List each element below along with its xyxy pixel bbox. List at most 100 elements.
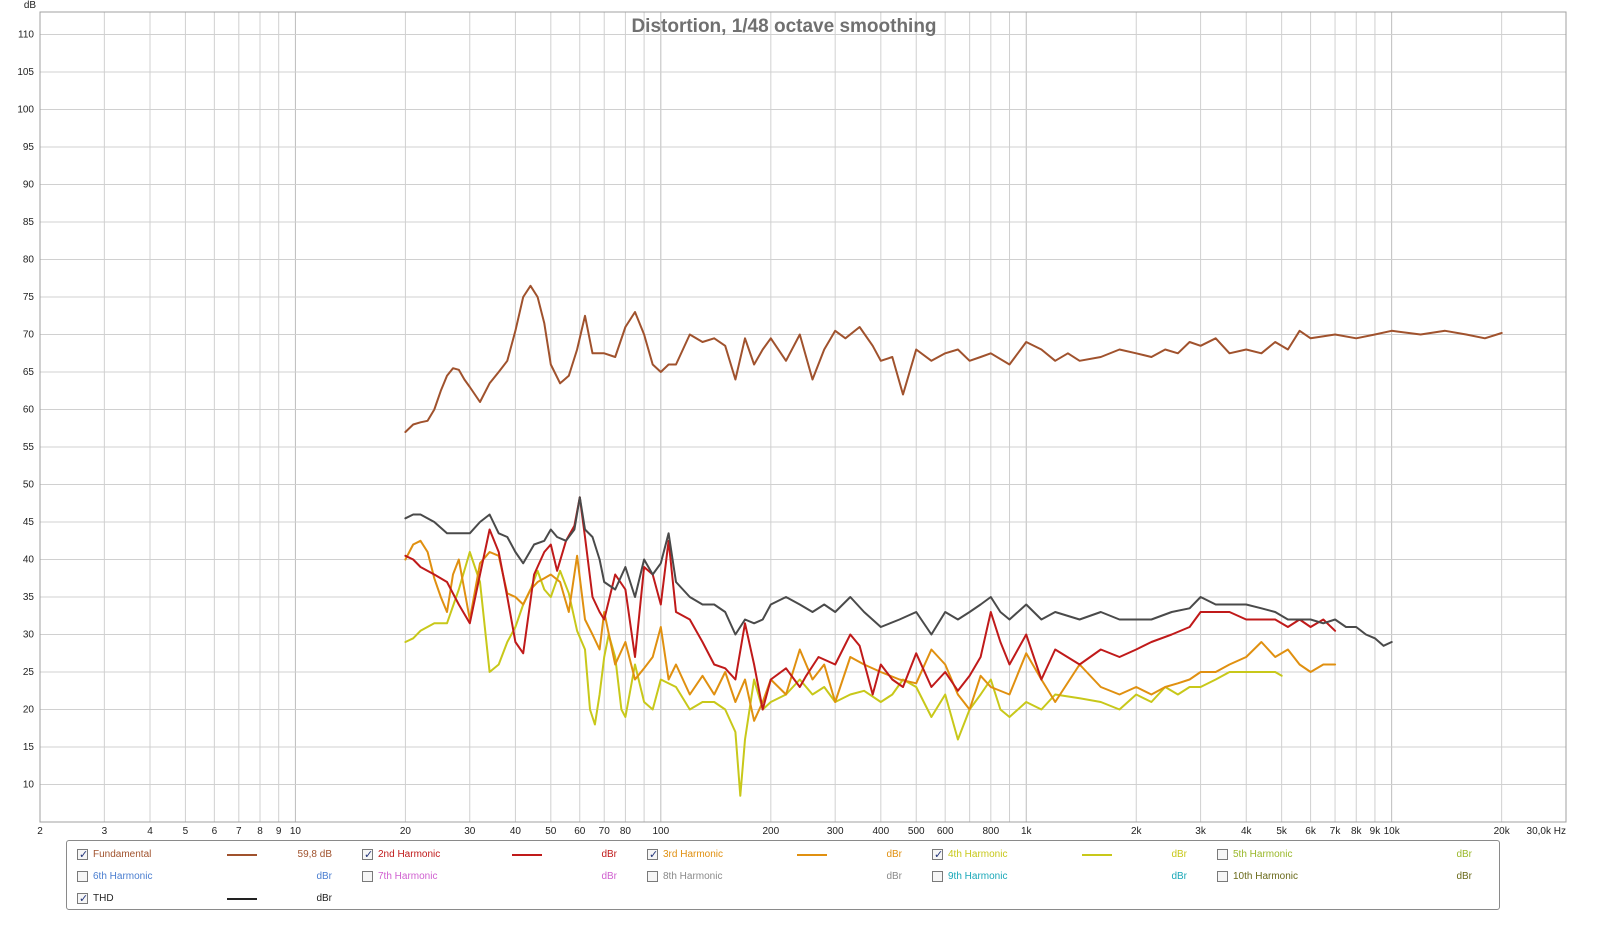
- legend-label: 3rd Harmonic: [663, 849, 724, 860]
- legend-checkbox-3rd-harmonic[interactable]: [647, 847, 658, 863]
- y-tick-label: 85: [23, 217, 35, 228]
- legend-swatch: [797, 854, 827, 856]
- x-tick-label: 70: [599, 826, 611, 837]
- x-tick-label: 7: [236, 826, 242, 837]
- series-line-thd: [404, 496, 1393, 647]
- y-tick-label: 40: [23, 555, 35, 566]
- legend-value: 59,8 dB: [297, 849, 332, 860]
- legend-checkbox-4th-harmonic[interactable]: [932, 847, 943, 863]
- legend-label: 9th Harmonic: [948, 871, 1008, 882]
- y-tick-label: 75: [23, 292, 35, 303]
- x-tick-label: 30,0k Hz: [1527, 826, 1566, 837]
- x-tick-label: 20: [400, 826, 412, 837]
- x-tick-label: 7k: [1330, 826, 1342, 837]
- legend-checkbox-5th-harmonic[interactable]: [1217, 849, 1228, 860]
- legend-value: dBr: [1171, 849, 1187, 860]
- legend-label: 6th Harmonic: [93, 871, 153, 882]
- y-tick-label: 50: [23, 480, 35, 491]
- legend-value: dBr: [316, 871, 332, 882]
- y-tick-label: 25: [23, 667, 35, 678]
- y-tick-label: 65: [23, 367, 35, 378]
- legend-swatch: [1082, 854, 1112, 856]
- x-tick-label: 9k: [1370, 826, 1382, 837]
- y-tick-label: 95: [23, 142, 35, 153]
- legend-label: Fundamental: [93, 849, 152, 860]
- y-tick-label: 45: [23, 517, 35, 528]
- x-tick-label: 50: [545, 826, 557, 837]
- legend-value: dBr: [601, 849, 617, 860]
- legend-label: 5th Harmonic: [1233, 849, 1293, 860]
- chart-title: Distortion, 1/48 octave smoothing: [631, 16, 936, 37]
- legend-value: dBr: [886, 871, 902, 882]
- legend-swatch: [227, 898, 257, 900]
- y-tick-label: 70: [23, 330, 35, 341]
- y-tick-label: 105: [17, 67, 34, 78]
- plot-frame: [39, 11, 1567, 823]
- x-tick-label: 2: [37, 826, 43, 837]
- legend-label: 2nd Harmonic: [378, 849, 441, 860]
- y-tick-label: 80: [23, 255, 35, 266]
- legend-item-4th-harmonic: 4th Harmonic dBr: [932, 847, 1212, 863]
- legend-checkbox-8th-harmonic[interactable]: [647, 871, 658, 882]
- x-tick-label: 10: [290, 826, 302, 837]
- legend-value: dBr: [1456, 849, 1472, 860]
- legend-label: 4th Harmonic: [948, 849, 1008, 860]
- x-tick-label: 4: [147, 826, 153, 837]
- legend-item-8th-harmonic: 8th Harmonic dBr: [647, 869, 927, 885]
- x-tick-label: 9: [276, 826, 282, 837]
- legend-item-fundamental: Fundamental 59,8 dB: [77, 847, 357, 863]
- legend-value: dBr: [316, 893, 332, 904]
- legend-checkbox-2nd-harmonic[interactable]: [362, 847, 373, 863]
- legend-value: dBr: [1456, 871, 1472, 882]
- legend-item-5th-harmonic: 5th Harmonic dBr: [1217, 847, 1497, 863]
- x-tick-label: 100: [652, 826, 669, 837]
- x-tick-label: 8k: [1351, 826, 1363, 837]
- legend-checkbox-9th-harmonic[interactable]: [932, 871, 943, 882]
- x-tick-label: 600: [937, 826, 954, 837]
- legend-value: dBr: [886, 849, 902, 860]
- series-line-2nd-harmonic: [404, 496, 1337, 711]
- legend-swatch: [512, 854, 542, 856]
- y-tick-label: 55: [23, 442, 35, 453]
- x-tick-label: 400: [872, 826, 889, 837]
- y-tick-label: 110: [18, 30, 34, 41]
- x-tick-label: 6: [212, 826, 218, 837]
- x-tick-label: 10k: [1384, 826, 1401, 837]
- plot-area: [40, 12, 1566, 822]
- x-tick-label: 3k: [1195, 826, 1207, 837]
- x-tick-label: 8: [257, 826, 263, 837]
- y-tick-label: 100: [17, 105, 34, 116]
- legend-item-thd: THD dBr: [77, 891, 357, 907]
- x-tick-label: 1k: [1021, 826, 1033, 837]
- y-tick-label: 20: [23, 705, 35, 716]
- legend-value: dBr: [601, 871, 617, 882]
- x-tick-label: 30: [464, 826, 476, 837]
- x-tick-label: 300: [827, 826, 844, 837]
- legend-checkbox-6th-harmonic[interactable]: [77, 871, 88, 882]
- y-tick-label: 60: [23, 405, 35, 416]
- legend-item-2nd-harmonic: 2nd Harmonic dBr: [362, 847, 642, 863]
- x-tick-label: 2k: [1131, 826, 1143, 837]
- legend-item-9th-harmonic: 9th Harmonic dBr: [932, 869, 1212, 885]
- legend-label: 8th Harmonic: [663, 871, 723, 882]
- legend-item-7th-harmonic: 7th Harmonic dBr: [362, 869, 642, 885]
- legend-label: 7th Harmonic: [378, 871, 438, 882]
- legend-checkbox-thd[interactable]: [77, 891, 88, 907]
- x-tick-label: 5: [183, 826, 189, 837]
- y-tick-label: 90: [23, 180, 35, 191]
- legend-item-10th-harmonic: 10th Harmonic dBr: [1217, 869, 1497, 885]
- x-tick-label: 20k: [1494, 826, 1511, 837]
- series-line-3rd-harmonic: [404, 539, 1337, 722]
- x-tick-label: 5k: [1276, 826, 1288, 837]
- x-tick-label: 6k: [1305, 826, 1317, 837]
- y-tick-label: 10: [23, 780, 35, 791]
- legend-checkbox-10th-harmonic[interactable]: [1217, 871, 1228, 882]
- legend-checkbox-fundamental[interactable]: [77, 847, 88, 863]
- legend-checkbox-7th-harmonic[interactable]: [362, 871, 373, 882]
- x-tick-label: 800: [982, 826, 999, 837]
- x-tick-label: 40: [510, 826, 522, 837]
- legend-label: THD: [93, 893, 114, 904]
- legend-item-6th-harmonic: 6th Harmonic dBr: [77, 869, 357, 885]
- x-tick-label: 200: [762, 826, 779, 837]
